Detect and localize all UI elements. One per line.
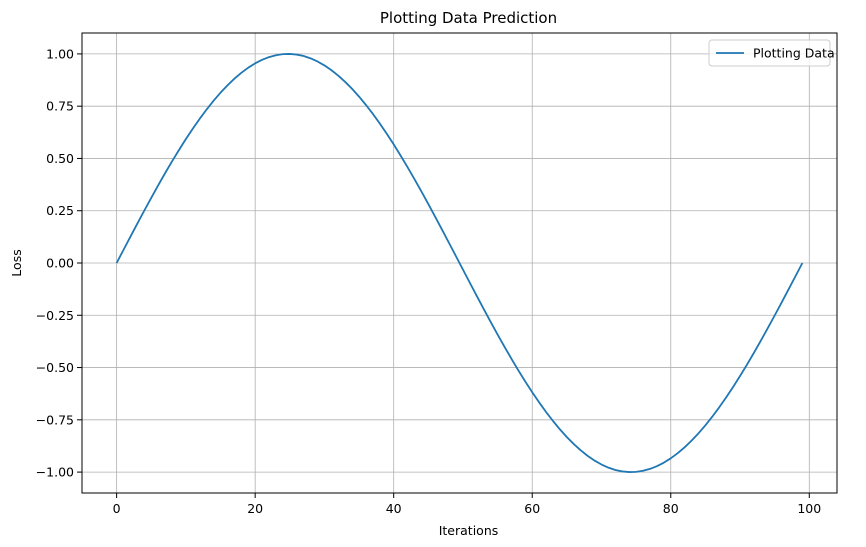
legend-box	[708, 39, 831, 67]
y-tick-label: 0.75	[46, 99, 74, 114]
grid	[82, 33, 837, 493]
y-tick-label: −0.50	[36, 360, 74, 375]
y-axis-title: Loss	[9, 249, 24, 276]
y-tick-label: −1.00	[36, 465, 74, 480]
series-layer	[115, 53, 804, 473]
x-tick-label: 60	[524, 501, 540, 516]
legend-label: Plotting Data	[753, 46, 835, 61]
y-tick-label: 0.50	[46, 151, 74, 166]
x-tick-label: 0	[113, 501, 121, 516]
y-tick-label: 0.25	[46, 203, 74, 218]
legend: Plotting Data	[708, 39, 835, 67]
chart-title: Plotting Data Prediction	[380, 9, 557, 27]
x-tick-label: 80	[663, 501, 679, 516]
y-tick-label: −0.25	[36, 308, 74, 323]
x-tick-label: 20	[247, 501, 263, 516]
series-line	[115, 53, 804, 473]
x-axis: 0 20 40 60 80 100	[113, 493, 821, 516]
y-tick-label: 1.00	[46, 46, 74, 61]
y-tick-label: −0.75	[36, 412, 74, 427]
y-tick-label: 0.00	[46, 256, 74, 271]
y-axis: −1.00 −0.75 −0.50 −0.25 0.00 0.25 0.50 0.75 1.00	[36, 46, 82, 480]
x-tick-label: 40	[386, 501, 402, 516]
x-axis-title: Iterations	[439, 523, 499, 538]
x-tick-label: 100	[797, 501, 821, 516]
